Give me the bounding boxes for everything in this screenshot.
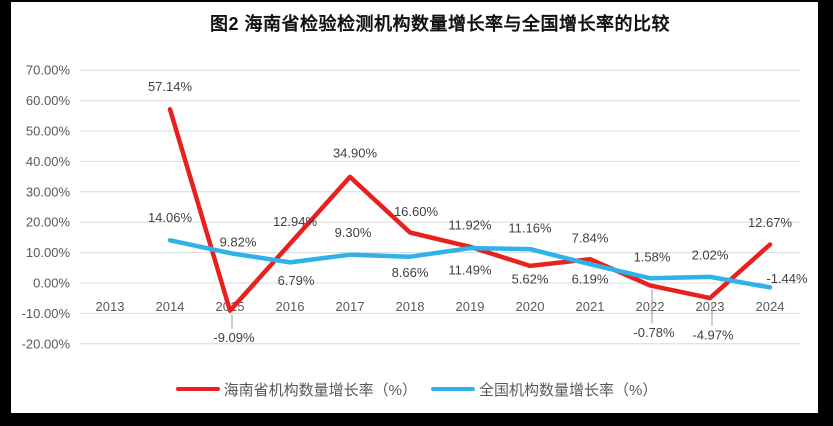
legend-line-swatch-hainan [175,387,220,391]
y-tick-label: -20.00% [22,336,71,351]
series-line-hainan [167,107,773,313]
data-label: 8.66% [392,265,429,280]
data-label: 14.06% [148,210,193,225]
y-tick-label: 30.00% [26,184,71,199]
y-tick-label: -10.00% [22,306,71,321]
data-label: 34.90% [333,145,378,160]
x-tick-label: 2023 [696,299,725,314]
chart-title: 图2 海南省检验检测机构数量增长率与全国增长率的比较 [209,14,670,34]
x-tick-label: 2022 [636,299,665,314]
data-label: -9.09% [213,330,255,345]
legend-label-national: 全国机构数量增长率（%） [479,381,658,399]
data-label: 11.49% [448,263,492,278]
legend-label-hainan: 海南省机构数量增长率（%） [223,381,417,399]
legend-line-swatch-national [431,387,475,391]
data-label: 5.62% [512,271,549,286]
data-label: 1.58% [634,250,671,265]
data-label: 6.19% [572,272,609,287]
data-label: 12.94% [273,214,318,229]
x-tick-label: 2024 [756,299,785,314]
data-label: 7.84% [572,231,609,246]
x-tick-label: 2020 [516,299,545,314]
x-tick-label: 2017 [336,299,365,314]
legend-item-hainan: 海南省机构数量增长率（%） [175,379,417,400]
x-tick-label: 2013 [96,299,125,314]
x-tick-label: 2019 [456,299,485,314]
series-line-national [167,238,773,290]
x-tick-label: 2016 [276,299,305,314]
data-label: 2.02% [692,247,729,262]
y-tick-label: 20.00% [26,215,71,230]
data-label: 11.16% [508,221,552,236]
data-label: 11.92% [448,217,492,232]
y-tick-label: 70.00% [26,63,71,78]
y-tick-label: 0.00% [33,276,70,291]
data-label: 57.14% [148,79,193,94]
data-label: -4.97% [692,328,734,343]
data-label: 6.79% [278,273,315,288]
x-tick-label: 2021 [576,299,605,314]
data-label: -0.78% [633,325,675,340]
y-tick-label: 50.00% [26,124,71,139]
data-label: 9.30% [335,225,372,240]
legend-item-national: 全国机构数量增长率（%） [431,379,657,400]
data-label: 12.67% [748,215,793,230]
y-tick-label: 40.00% [26,154,71,169]
data-label: 16.60% [394,204,439,219]
x-tick-label: 2014 [156,299,185,314]
data-label: -1.44% [766,271,808,286]
y-tick-label: 10.00% [26,245,71,260]
legend: 海南省机构数量增长率（%） 全国机构数量增长率（%） [0,377,833,401]
data-label: 9.82% [220,235,257,250]
x-tick-label: 2018 [396,299,425,314]
y-tick-label: 60.00% [26,93,71,108]
